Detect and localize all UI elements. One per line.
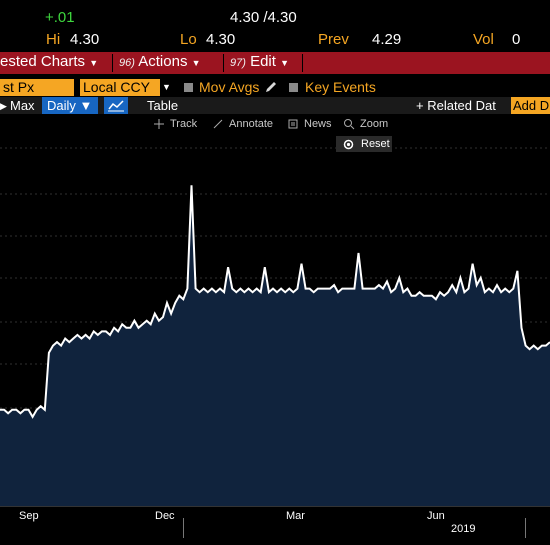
year-divider — [525, 518, 526, 538]
menu-bar: ested Charts ▼ 96) Actions ▼ 97) Edit ▼ — [0, 52, 550, 74]
lo-label: Lo — [180, 31, 197, 48]
zoom-icon[interactable] — [343, 118, 355, 130]
annotate-icon[interactable] — [212, 118, 224, 130]
chart-toolbar — [0, 97, 550, 114]
actions-menu[interactable]: 96) Actions ▼ — [119, 53, 201, 70]
period-select[interactable]: Daily ▼ — [42, 97, 98, 114]
pencil-icon[interactable] — [264, 80, 278, 94]
x-axis — [0, 506, 550, 545]
chevron-down-icon: ▼ — [89, 58, 99, 68]
triangle-right-icon[interactable]: ▶ — [0, 101, 7, 111]
year-divider — [183, 518, 184, 538]
x-tick-label: Jun — [427, 510, 445, 522]
menu-divider — [223, 54, 224, 72]
add-data-button[interactable]: Add D — [511, 97, 550, 114]
lo-value: 4.30 — [206, 31, 236, 48]
bid-ask: 4.30 /4.30 — [230, 9, 297, 26]
menu-divider — [112, 54, 113, 72]
net-change: +.01 — [45, 9, 75, 26]
price-area — [0, 185, 550, 506]
menu-divider — [302, 54, 303, 72]
chevron-down-icon: ▼ — [191, 58, 201, 68]
news-icon[interactable] — [287, 118, 299, 130]
vol-label: Vol — [473, 31, 494, 48]
x-tick-label: Sep — [19, 510, 39, 522]
track-button[interactable]: Track — [170, 118, 198, 130]
actions-label: Actions — [138, 53, 188, 70]
reset-icon — [343, 139, 354, 150]
prev-value: 4.29 — [372, 31, 402, 48]
line-chart-icon[interactable] — [104, 97, 128, 114]
annotate-button[interactable]: Annotate — [229, 118, 274, 130]
hi-value: 4.30 — [70, 31, 100, 48]
vol-value: 0 — [512, 31, 521, 48]
x-tick-label: Mar — [286, 510, 305, 522]
price-line — [0, 185, 550, 419]
max-button[interactable]: Max — [10, 98, 35, 113]
reset-label[interactable]: Reset — [361, 138, 390, 150]
currency-select[interactable]: Local CCY — [80, 79, 160, 96]
table-button[interactable]: Table — [147, 98, 179, 113]
crosshair-icon[interactable] — [153, 118, 165, 130]
key-events-checkbox[interactable] — [289, 83, 298, 92]
currency-dropdown-icon[interactable]: ▼ — [161, 79, 172, 96]
suggested-charts-menu[interactable]: ested Charts ▼ — [0, 53, 98, 70]
price-chart[interactable] — [0, 114, 550, 506]
x-tick-label: Dec — [155, 510, 175, 522]
related-data-button[interactable]: + Related Dat — [416, 98, 496, 113]
news-button[interactable]: News — [304, 118, 332, 130]
mov-avgs-label[interactable]: Mov Avgs — [199, 79, 260, 95]
edit-menu[interactable]: 97) Edit ▼ — [230, 53, 289, 70]
edit-label: Edit — [250, 53, 276, 70]
prev-label: Prev — [318, 31, 349, 48]
actions-menu-number: 96) — [119, 57, 135, 69]
mov-avgs-checkbox[interactable] — [184, 83, 193, 92]
chevron-down-icon: ▼ — [280, 58, 290, 68]
hi-label: Hi — [46, 31, 61, 48]
key-events-label[interactable]: Key Events — [305, 79, 376, 95]
zoom-button[interactable]: Zoom — [360, 118, 389, 130]
field-select[interactable]: st Px — [0, 79, 74, 96]
edit-menu-number: 97) — [230, 57, 246, 69]
year-label: 2019 — [451, 523, 476, 535]
suggested-charts-label: ested Charts — [0, 53, 86, 70]
